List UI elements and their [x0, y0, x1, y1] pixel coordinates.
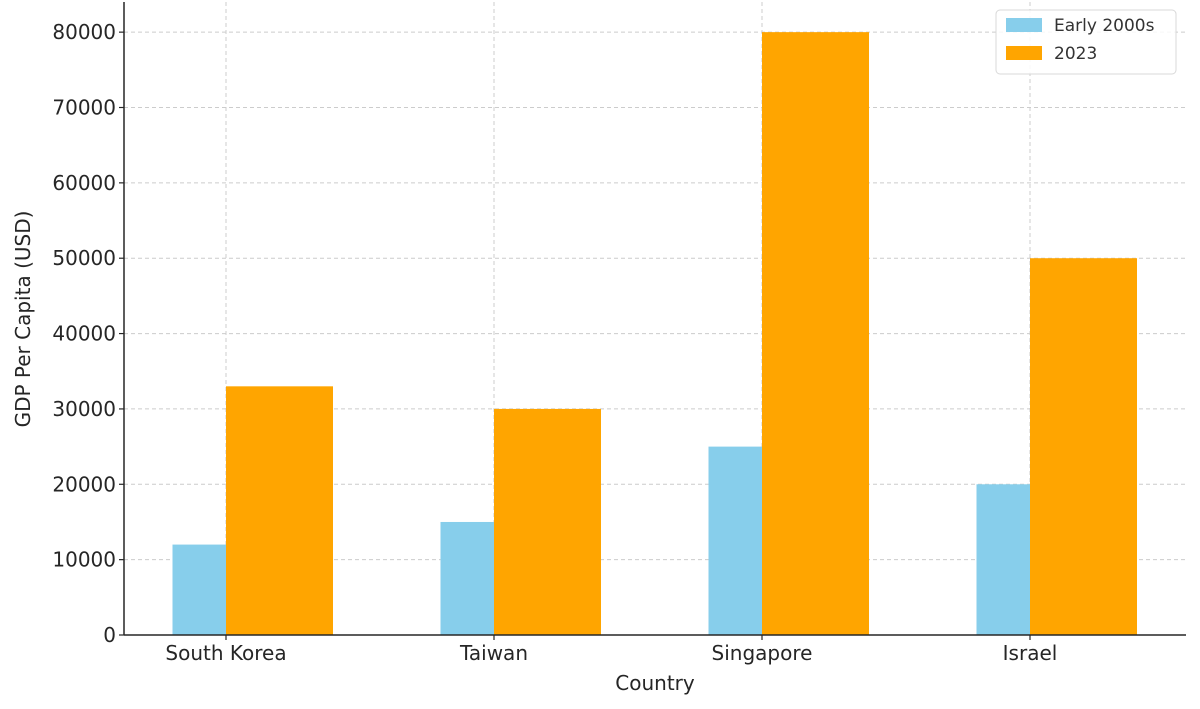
- y-axis-label: GDP Per Capita (USD): [11, 211, 35, 428]
- y-tick-label: 60000: [52, 171, 116, 195]
- legend-label: Early 2000s: [1054, 16, 1155, 36]
- bar-2023: [1030, 258, 1137, 635]
- y-tick-label: 20000: [52, 472, 116, 496]
- y-tick-label: 30000: [52, 397, 116, 421]
- y-tick-labels: 0 10000 20000 30000 40000 50000 60000 70000 8000…: [52, 20, 116, 647]
- legend: Early 2000s 2023: [995, 9, 1177, 75]
- bar-2023: [226, 386, 333, 635]
- bars: [172, 32, 1137, 635]
- y-tick-label: 70000: [52, 96, 116, 120]
- bar-2023: [762, 32, 869, 635]
- bar-early-2000s: [172, 544, 226, 635]
- axes: [123, 2, 1186, 636]
- x-tick-label: Singapore: [712, 641, 813, 665]
- legend-swatch: [1006, 46, 1042, 60]
- legend-swatch: [1006, 18, 1042, 32]
- x-tick-label: South Korea: [165, 641, 286, 665]
- legend-label: 2023: [1054, 44, 1097, 64]
- y-tick-label: 0: [103, 623, 116, 647]
- x-tick-labels: South Korea Taiwan Singapore Israel: [165, 635, 1057, 665]
- y-tick-label: 80000: [52, 20, 116, 44]
- x-tick-label: Taiwan: [459, 641, 528, 665]
- bar-2023: [494, 408, 601, 635]
- y-tick-label: 10000: [52, 548, 116, 572]
- bar-early-2000s: [976, 484, 1030, 635]
- y-tick-label: 40000: [52, 322, 116, 346]
- x-axis-label: Country: [615, 671, 695, 695]
- bar-early-2000s: [440, 521, 494, 635]
- y-tick-label: 50000: [52, 246, 116, 270]
- x-tick-label: Israel: [1003, 641, 1058, 665]
- bar-early-2000s: [708, 446, 762, 635]
